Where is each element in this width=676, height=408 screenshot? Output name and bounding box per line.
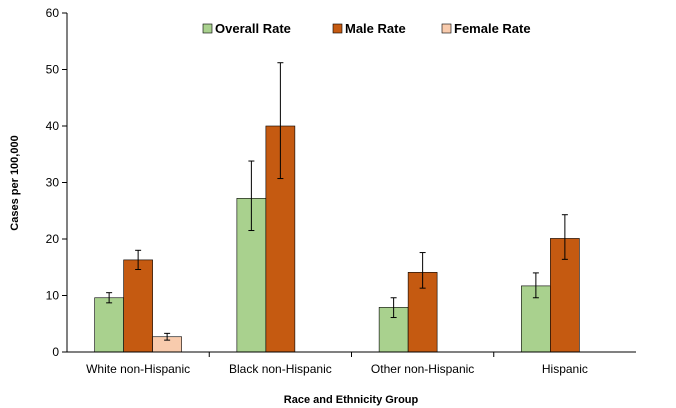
bar-overall-rate-0 bbox=[95, 298, 124, 352]
y-axis-title: Cases per 100,000 bbox=[9, 135, 21, 230]
y-tick-label: 30 bbox=[46, 176, 60, 190]
legend-swatch-male-rate bbox=[333, 24, 342, 33]
x-tick-label: Black non-Hispanic bbox=[229, 362, 332, 376]
y-tick-label: 40 bbox=[46, 119, 60, 133]
y-tick-label: 50 bbox=[46, 63, 60, 77]
y-tick-label: 10 bbox=[46, 289, 60, 303]
plot-area: 0 10 20 30 40 50 60 White non-Hispanic Black non… bbox=[46, 6, 636, 376]
x-tick-label: White non-Hispanic bbox=[86, 362, 190, 376]
y-tick-label: 20 bbox=[46, 232, 60, 246]
x-tick-label: Hispanic bbox=[542, 362, 588, 376]
bar-male-rate-0 bbox=[124, 260, 153, 352]
x-tick-label: Other non-Hispanic bbox=[371, 362, 474, 376]
legend-label: Overall Rate bbox=[215, 21, 291, 36]
x-axis-title: Race and Ethnicity Group bbox=[284, 394, 419, 406]
legend-swatch-female-rate bbox=[442, 24, 451, 33]
legend-label: Male Rate bbox=[345, 21, 406, 36]
legend-swatch-overall-rate bbox=[203, 24, 212, 33]
legend-label: Female Rate bbox=[454, 21, 531, 36]
y-tick-label: 0 bbox=[52, 345, 59, 359]
legend: Overall Rate Male Rate Female Rate bbox=[203, 21, 531, 36]
y-tick-label: 60 bbox=[46, 6, 60, 20]
